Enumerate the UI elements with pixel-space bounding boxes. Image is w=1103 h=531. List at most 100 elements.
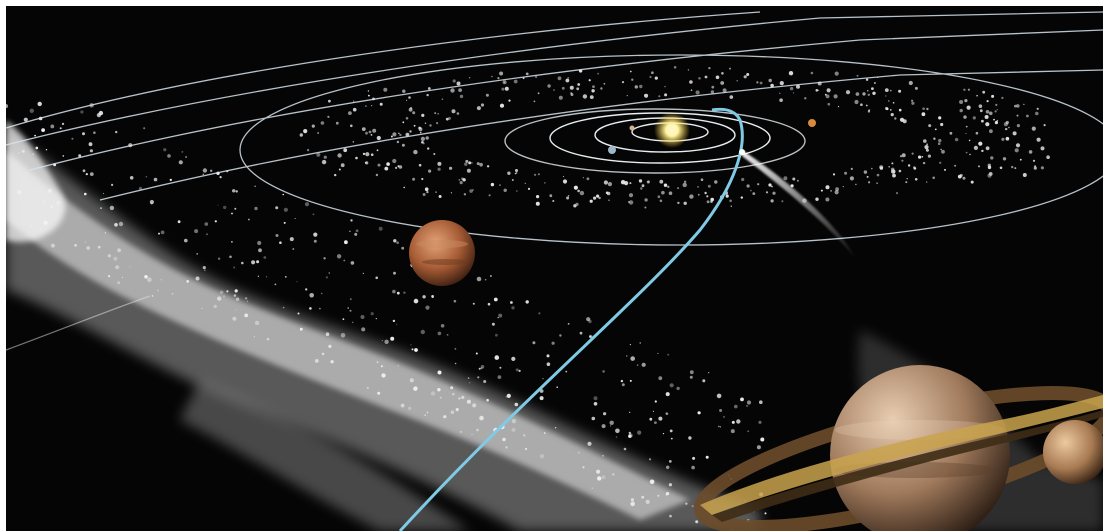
asteroid <box>479 162 483 167</box>
asteroid <box>1016 124 1021 128</box>
dust-speck <box>257 275 259 277</box>
asteroid <box>398 132 400 134</box>
asteroid <box>789 86 794 91</box>
dust-speck <box>609 420 614 425</box>
dust-speck <box>217 204 219 206</box>
dust-speck <box>80 110 84 114</box>
asteroid <box>405 117 409 120</box>
asteroid <box>845 90 851 95</box>
dust-speck <box>430 391 436 396</box>
dust-speck <box>256 260 260 264</box>
dust-speck <box>114 223 118 227</box>
asteroid <box>445 117 449 121</box>
dust-speck <box>392 319 396 323</box>
dust-speck <box>630 501 635 507</box>
asteroid <box>746 73 750 76</box>
asteroid <box>476 162 480 166</box>
asteroid <box>981 119 984 123</box>
dust-speck <box>460 431 462 433</box>
asteroid <box>898 89 902 93</box>
dust-speck <box>612 473 615 476</box>
dust-speck <box>454 348 457 350</box>
dust-speck <box>342 318 345 321</box>
asteroid <box>418 163 422 167</box>
asteroid <box>740 196 743 199</box>
asteroid <box>986 100 989 103</box>
dust-speck <box>117 281 121 285</box>
asteroid <box>833 94 838 99</box>
asteroid <box>978 165 980 168</box>
asteroid <box>700 178 704 181</box>
dust-speck <box>657 494 660 497</box>
asteroid <box>449 166 453 170</box>
asteroid <box>626 95 628 97</box>
dust-speck <box>497 375 502 379</box>
asteroid <box>376 149 379 152</box>
dust-speck <box>74 244 77 247</box>
dust-speck <box>510 301 513 304</box>
asteroid <box>804 97 807 100</box>
asteroid <box>544 182 546 184</box>
dust-speck <box>629 411 631 413</box>
dust-speck <box>117 248 121 253</box>
asteroid <box>923 139 927 143</box>
dust-speck <box>194 229 199 234</box>
asteroid <box>397 165 400 168</box>
asteroid <box>452 79 456 83</box>
dust-speck <box>400 403 405 408</box>
dust-speck <box>244 297 248 300</box>
dust-speck <box>104 232 106 234</box>
dust-speck <box>668 483 673 487</box>
asteroid <box>377 163 381 167</box>
asteroid <box>576 87 580 91</box>
asteroid <box>967 88 971 91</box>
asteroid <box>486 165 490 168</box>
asteroid <box>516 190 518 192</box>
dust-speck <box>89 149 93 153</box>
dust-speck <box>502 437 506 442</box>
asteroid <box>768 78 772 83</box>
dust-speck <box>336 254 342 259</box>
dust-speck <box>319 307 321 310</box>
dust-speck <box>375 318 377 320</box>
asteroid <box>515 169 518 172</box>
asteroid <box>913 167 917 170</box>
asteroid <box>403 186 406 189</box>
dust-speck <box>539 396 544 401</box>
asteroid <box>996 109 998 111</box>
asteroid <box>392 158 397 164</box>
dust-speck <box>760 437 765 442</box>
asteroid <box>307 149 310 152</box>
asteroid <box>1005 127 1008 131</box>
asteroid <box>746 184 750 188</box>
dust-speck <box>480 365 485 369</box>
asteroid <box>884 88 889 92</box>
asteroid <box>348 111 352 115</box>
dust-speck <box>692 456 696 460</box>
asteroid <box>427 147 430 150</box>
asteroid <box>817 81 822 86</box>
dust-speck <box>350 261 355 265</box>
asteroid <box>456 112 460 115</box>
sun <box>654 112 690 148</box>
dust-speck <box>185 156 188 158</box>
dust-speck <box>355 229 359 233</box>
dust-speck <box>477 376 480 379</box>
dust-speck <box>734 404 738 409</box>
dust-speck <box>654 400 657 403</box>
asteroid <box>888 166 890 168</box>
asteroid <box>759 81 763 85</box>
asteroid <box>1001 137 1005 141</box>
dust-speck <box>241 261 244 265</box>
dust-speck <box>506 393 511 398</box>
asteroid <box>386 162 390 166</box>
asteroid <box>876 173 880 177</box>
dust-speck <box>153 177 158 182</box>
asteroid <box>940 122 944 127</box>
dust-speck <box>658 416 663 421</box>
asteroid <box>424 122 427 124</box>
dust-speck <box>195 276 200 281</box>
asteroid <box>933 137 936 140</box>
dust-speck <box>543 432 546 434</box>
dust-speck <box>601 475 606 480</box>
